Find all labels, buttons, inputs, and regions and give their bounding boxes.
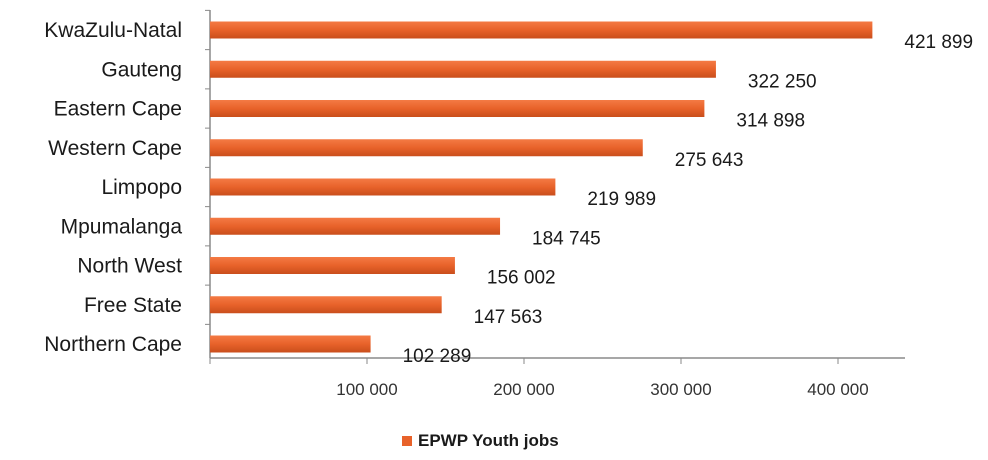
bar [210, 139, 643, 156]
category-label: Northern Cape [44, 333, 182, 356]
category-label: Free State [84, 294, 182, 317]
bar [210, 100, 704, 117]
data-label: 156 002 [487, 268, 556, 289]
bar [210, 257, 455, 274]
data-label: 322 250 [748, 71, 817, 92]
category-label: Gauteng [101, 58, 182, 81]
bar [210, 22, 872, 39]
bar [210, 296, 442, 313]
category-label: Limpopo [101, 176, 182, 199]
data-label: 421 899 [904, 32, 973, 53]
data-label: 314 898 [736, 111, 805, 132]
data-label: 275 643 [675, 150, 744, 171]
legend-label: EPWP Youth jobs [418, 431, 559, 450]
category-label: North West [77, 255, 182, 278]
bar [210, 218, 500, 235]
category-label: KwaZulu-Natal [44, 19, 182, 42]
x-tick-label: 400 000 [807, 380, 868, 399]
x-tick-label: 100 000 [336, 380, 397, 399]
category-label: Eastern Cape [54, 98, 182, 121]
data-label: 184 745 [532, 228, 601, 249]
bar [210, 61, 716, 78]
bar [210, 336, 371, 353]
x-tick-label: 300 000 [650, 380, 711, 399]
x-tick-label: 200 000 [493, 380, 554, 399]
legend-swatch [402, 436, 412, 446]
bar [210, 179, 555, 196]
data-label: 219 989 [587, 189, 656, 210]
data-label: 102 289 [403, 346, 472, 367]
data-label: 147 563 [474, 307, 543, 328]
category-label: Western Cape [48, 137, 182, 160]
category-label: Mpumalanga [61, 215, 183, 238]
